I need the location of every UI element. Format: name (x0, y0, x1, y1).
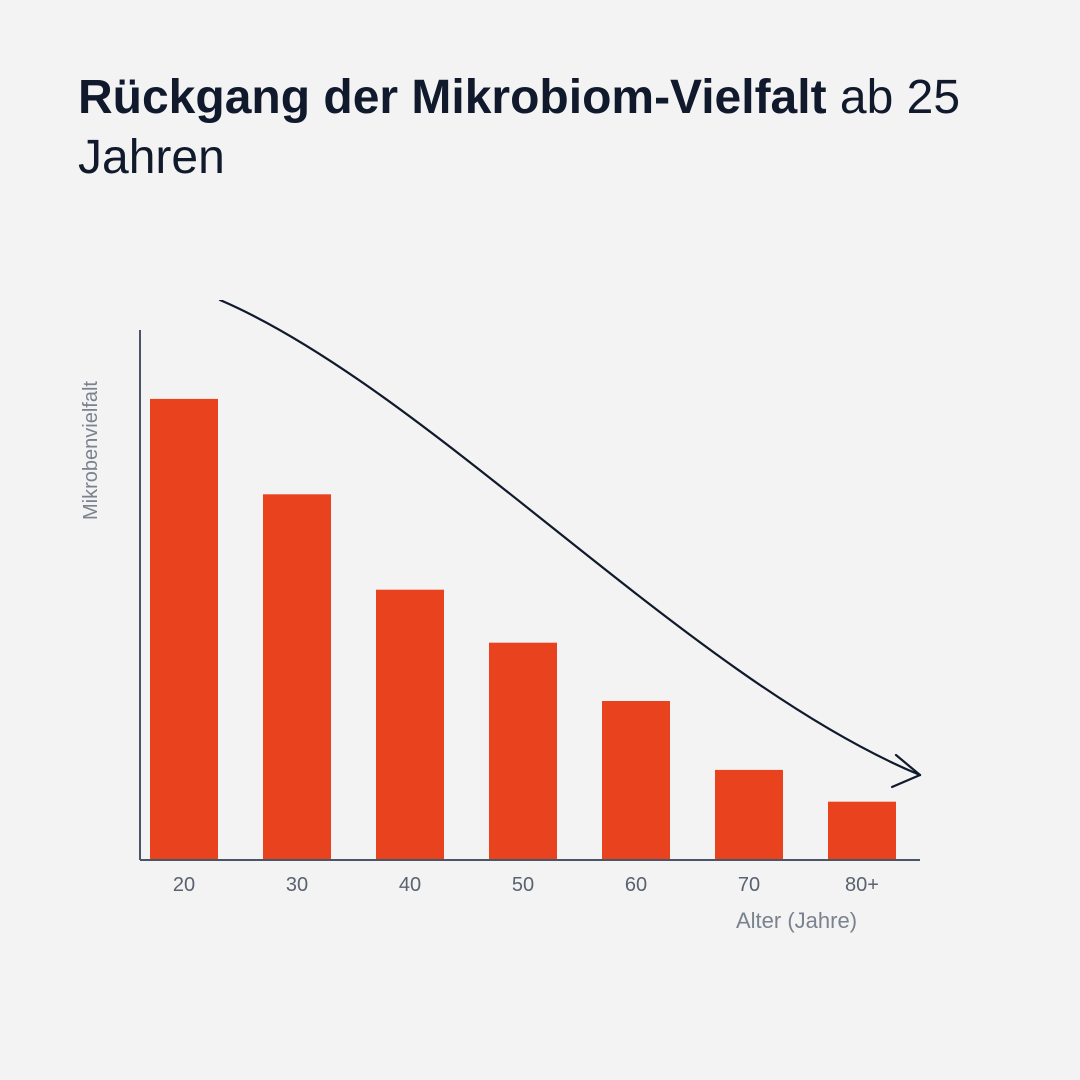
x-tick-label: 30 (267, 874, 327, 897)
x-tick-label: 80+ (832, 874, 892, 897)
x-tick-label: 40 (380, 874, 440, 897)
x-tick-label: 20 (154, 874, 214, 897)
bar (828, 802, 896, 860)
bar (150, 399, 218, 860)
page-title: Rückgang der Mikrobiom-Vielfalt ab 25 Ja… (78, 68, 1020, 188)
title-bold: Rückgang der Mikrobiom-Vielfalt (78, 71, 827, 124)
bar-chart: Mikrobenvielfalt 20304050607080+ Alter (… (90, 300, 970, 980)
bar (376, 590, 444, 860)
x-tick-label: 50 (493, 874, 553, 897)
chart-svg (90, 300, 970, 920)
x-tick-label: 60 (606, 874, 666, 897)
x-tick-label: 70 (719, 874, 779, 897)
bar (715, 770, 783, 860)
page-root: Rückgang der Mikrobiom-Vielfalt ab 25 Ja… (0, 0, 1080, 1080)
bar (263, 494, 331, 860)
bar (602, 701, 670, 860)
x-axis-label: Alter (Jahre) (736, 908, 857, 934)
bar (489, 643, 557, 860)
y-axis-label: Mikrobenvielfalt (80, 381, 103, 520)
